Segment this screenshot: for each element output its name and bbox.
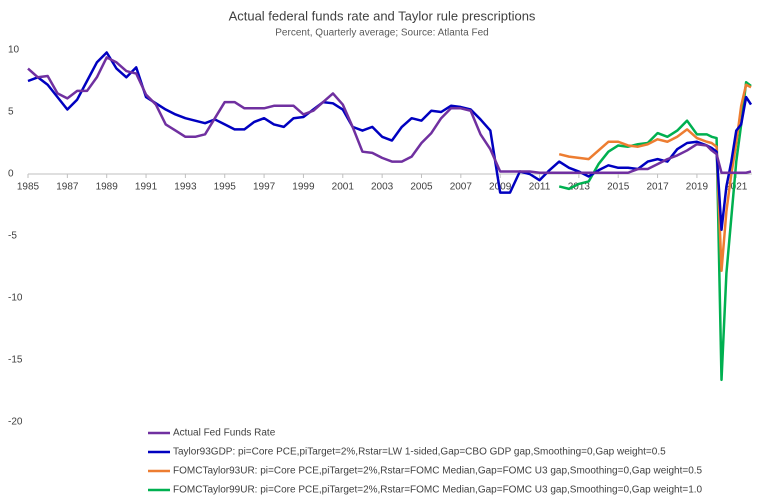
x-tick-label: 2005 xyxy=(410,182,433,193)
series-line xyxy=(558,83,752,272)
y-tick-label: 10 xyxy=(8,45,20,56)
series-line xyxy=(27,56,752,175)
y-tick-label: -15 xyxy=(8,355,23,366)
x-tick-label: 1991 xyxy=(135,182,158,193)
x-tick-label: 2019 xyxy=(686,182,709,193)
y-tick-label: -20 xyxy=(8,417,23,428)
x-tick-label: 2011 xyxy=(529,182,551,193)
legend-label: Taylor93GDP: pi=Core PCE,piTarget=2%,Rst… xyxy=(173,447,666,458)
x-tick-label: 1985 xyxy=(17,182,40,193)
y-tick-label: 0 xyxy=(8,169,14,180)
x-tick-label: 1997 xyxy=(253,182,276,193)
x-tick-label: 2001 xyxy=(332,182,355,193)
y-tick-label: -5 xyxy=(8,231,17,242)
x-tick-label: 1999 xyxy=(292,182,315,193)
x-tick-label: 1989 xyxy=(96,182,119,193)
x-tick-label: 1993 xyxy=(174,182,197,193)
y-tick-label: 5 xyxy=(8,107,14,118)
x-tick-label: 2015 xyxy=(607,182,630,193)
x-tick-label: 1987 xyxy=(56,182,79,193)
series-line xyxy=(27,51,753,232)
legend-label: FOMCTaylor99UR: pi=Core PCE,piTarget=2%,… xyxy=(173,485,703,496)
x-tick-label: 2007 xyxy=(450,182,473,193)
x-tick-label: 2021 xyxy=(725,182,748,193)
chart-title: Actual federal funds rate and Taylor rul… xyxy=(229,8,536,23)
x-tick-label: 2003 xyxy=(371,182,394,193)
x-tick-label: 2013 xyxy=(568,182,591,193)
x-tick-label: 2017 xyxy=(646,182,669,193)
x-tick-label: 1995 xyxy=(214,182,237,193)
legend-label: FOMCTaylor93UR: pi=Core PCE,piTarget=2%,… xyxy=(173,466,703,477)
chart-subtitle: Percent, Quarterly average; Source: Atla… xyxy=(275,28,488,39)
legend-label: Actual Fed Funds Rate xyxy=(173,428,276,439)
y-tick-label: -10 xyxy=(8,293,23,304)
series-line xyxy=(558,80,752,382)
